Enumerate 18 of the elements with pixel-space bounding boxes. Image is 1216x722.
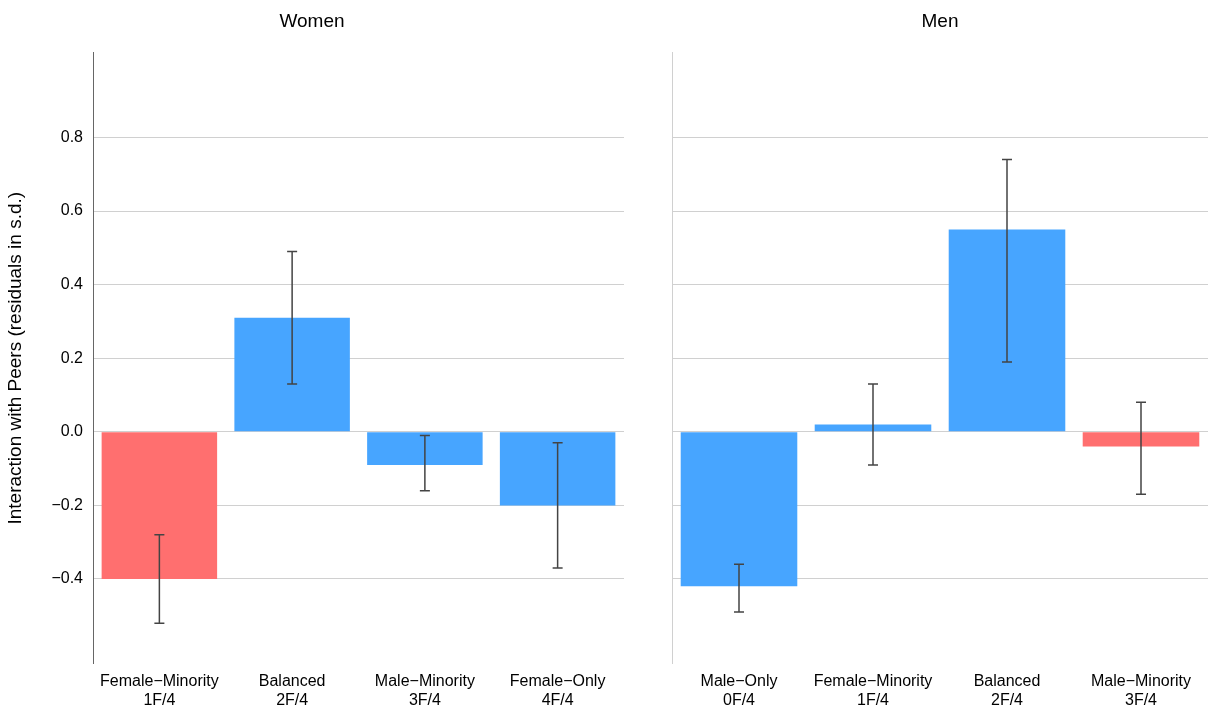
x-tick-label: Male−Only 0F/4 (700, 671, 778, 708)
y-tick-label: 0.6 (60, 201, 84, 219)
y-tick-label: 0.2 (60, 348, 84, 366)
chart-title: Women (279, 9, 345, 31)
y-tick-label: −0.4 (51, 569, 84, 587)
x-tick-label: Female−Minority 1F/4 (813, 671, 933, 708)
y-tick-label: 0.4 (60, 275, 84, 293)
x-tick-label: Male−Minority 3F/4 (1090, 671, 1192, 708)
y-tick-label: −0.2 (51, 495, 84, 513)
x-tick-label: Female−Minority 1F/4 (100, 671, 219, 708)
y-tick-label: 0.8 (60, 127, 84, 145)
y-axis-title: Interaction with Peers (residuals in s.d.) (3, 191, 25, 525)
y-tick-label: 0.0 (60, 422, 84, 440)
x-tick-label: Balanced 2F/4 (258, 671, 326, 708)
chart-title: Men (921, 9, 959, 31)
x-tick-label: Female−Only 4F/4 (509, 671, 606, 708)
x-tick-label: Male−Minority 3F/4 (374, 671, 475, 708)
x-tick-label: Balanced 2F/4 (973, 671, 1041, 708)
